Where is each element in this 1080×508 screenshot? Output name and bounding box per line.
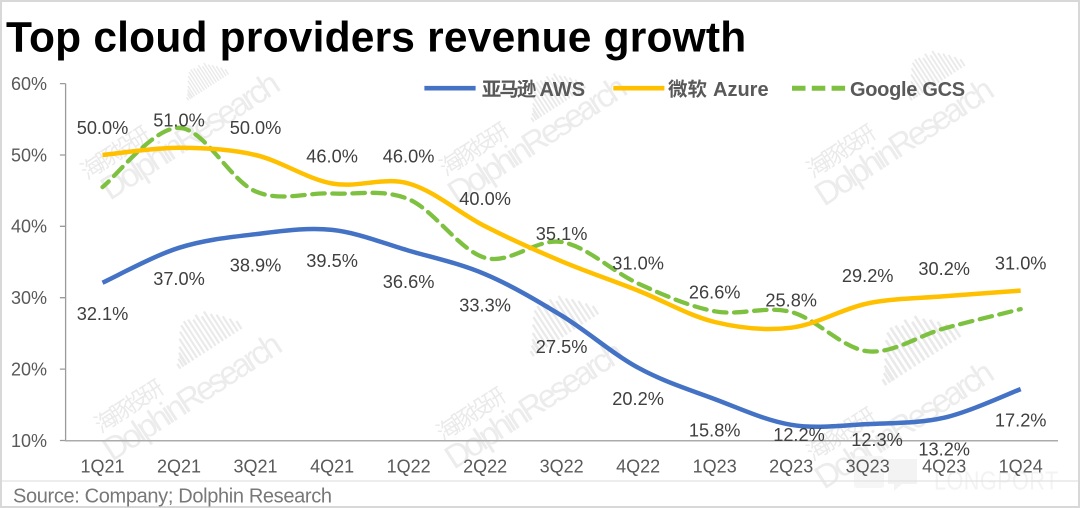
svg-text:20%: 20% [11,360,47,380]
svg-text:4Q23: 4Q23 [922,457,966,477]
svg-text:37.0%: 37.0% [153,269,205,289]
svg-text:1Q24: 1Q24 [999,457,1043,477]
svg-text:25.8%: 25.8% [765,291,817,311]
svg-text:10%: 10% [11,431,47,451]
svg-text:46.0%: 46.0% [383,146,435,166]
svg-text:Google GCS: Google GCS [850,79,965,101]
svg-text:50.0%: 50.0% [77,118,129,138]
svg-text:51.0%: 51.0% [153,111,205,131]
svg-text:31.0%: 31.0% [612,253,664,273]
svg-text:1Q22: 1Q22 [387,457,431,477]
svg-text:36.6%: 36.6% [383,272,435,292]
svg-text:15.8%: 15.8% [689,420,741,440]
svg-text:Source: Company; Dolphin Resea: Source: Company; Dolphin Research [13,485,332,507]
svg-text:39.5%: 39.5% [306,251,358,271]
svg-text:3Q21: 3Q21 [233,457,277,477]
svg-text:4Q22: 4Q22 [616,457,660,477]
svg-text:Top cloud providers revenue gr: Top cloud providers revenue growth [6,15,746,62]
svg-text:26.6%: 26.6% [689,282,741,302]
svg-text:29.2%: 29.2% [842,266,894,286]
svg-text:3Q22: 3Q22 [540,457,584,477]
svg-text:2Q21: 2Q21 [157,457,201,477]
svg-text:32.1%: 32.1% [77,304,129,324]
svg-text:20.2%: 20.2% [612,389,664,409]
svg-text:1Q21: 1Q21 [80,457,124,477]
svg-text:40%: 40% [11,217,47,237]
svg-text:30%: 30% [11,288,47,308]
svg-text:31.0%: 31.0% [995,253,1047,273]
svg-text:13.2%: 13.2% [918,439,970,459]
svg-text:12.3%: 12.3% [851,430,903,450]
svg-text:50%: 50% [11,145,47,165]
svg-text:Azure: Azure [713,79,769,101]
svg-text:27.5%: 27.5% [536,337,588,357]
svg-text:46.0%: 46.0% [306,146,358,166]
svg-text:50.0%: 50.0% [230,118,282,138]
svg-text:12.2%: 12.2% [773,425,825,445]
svg-text:2Q22: 2Q22 [463,457,507,477]
svg-text:2Q23: 2Q23 [769,457,813,477]
svg-text:33.3%: 33.3% [459,295,511,315]
svg-text:38.9%: 38.9% [230,255,282,275]
svg-text:60%: 60% [11,74,47,94]
svg-text:30.2%: 30.2% [918,259,970,279]
svg-text:17.2%: 17.2% [995,410,1047,430]
svg-text:DolphinResearch: DolphinResearch [96,326,287,468]
svg-text:40.0%: 40.0% [459,189,511,209]
svg-text:3Q23: 3Q23 [846,457,890,477]
svg-text:1Q23: 1Q23 [693,457,737,477]
svg-text:4Q21: 4Q21 [310,457,354,477]
svg-text:LONGPORT: LONGPORT [934,468,1059,496]
svg-text:35.1%: 35.1% [536,224,588,244]
svg-text:AWS: AWS [540,79,586,101]
